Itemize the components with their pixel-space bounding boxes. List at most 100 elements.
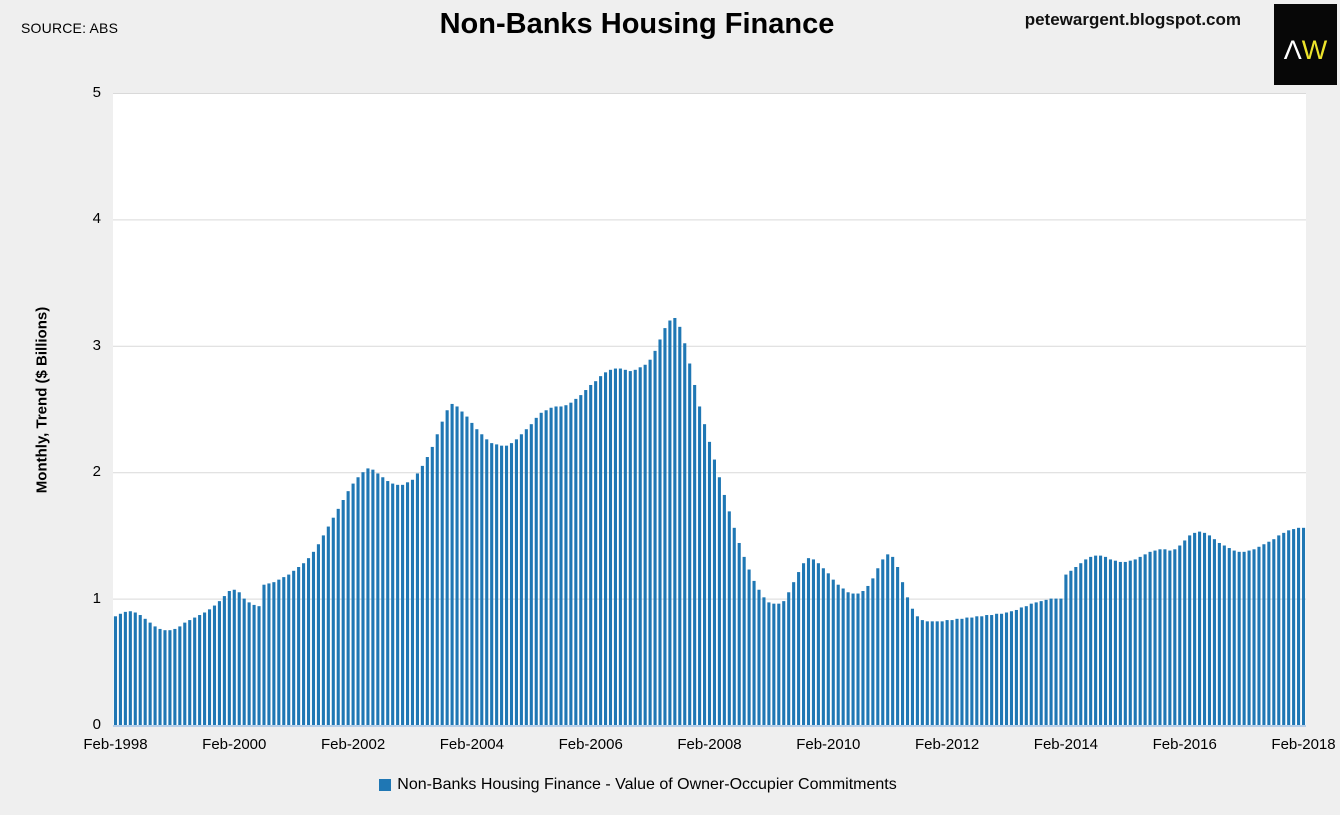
- bar: [1267, 541, 1271, 725]
- bar: [524, 429, 528, 725]
- bar: [881, 559, 885, 725]
- bar: [1029, 603, 1033, 725]
- bar: [920, 620, 924, 725]
- bar: [178, 626, 182, 725]
- bar: [311, 551, 316, 725]
- bar: [797, 572, 801, 725]
- bar: [1153, 550, 1157, 725]
- bar: [341, 500, 345, 725]
- bar: [1089, 556, 1093, 725]
- bar: [123, 611, 127, 725]
- bar: [1207, 535, 1212, 725]
- bar: [579, 395, 583, 725]
- bar: [1292, 529, 1296, 725]
- bar: [707, 441, 712, 725]
- bar: [1193, 532, 1197, 725]
- bar: [519, 434, 523, 725]
- bar: [1034, 602, 1038, 725]
- bar: [777, 603, 781, 725]
- bar: [420, 465, 424, 725]
- y-tick-label: 4: [92, 210, 101, 228]
- bar: [762, 597, 766, 725]
- bar: [1262, 544, 1266, 725]
- bar: [212, 605, 217, 725]
- x-tick-label: Feb-2000: [202, 736, 267, 753]
- bar: [163, 630, 167, 725]
- x-tick-label: Feb-2016: [1152, 736, 1217, 753]
- bar: [1217, 542, 1221, 725]
- bar: [846, 592, 850, 725]
- bar: [767, 602, 771, 725]
- bar: [940, 621, 944, 725]
- bar: [1044, 599, 1048, 725]
- bar: [945, 620, 949, 725]
- bar: [910, 608, 915, 725]
- bar: [594, 381, 598, 725]
- bar: [1168, 550, 1172, 725]
- bar: [698, 406, 702, 725]
- bar: [876, 568, 880, 725]
- x-tick-label: Feb-2010: [796, 736, 861, 753]
- bar: [435, 434, 439, 725]
- blog-url[interactable]: petewargent.blogspot.com: [1024, 10, 1241, 29]
- bar: [460, 411, 464, 725]
- bar: [470, 422, 474, 725]
- bar: [1004, 612, 1009, 725]
- bar: [1099, 555, 1103, 725]
- bar: [529, 424, 533, 725]
- bar: [173, 628, 177, 725]
- bar: [727, 511, 731, 725]
- bar: [1257, 546, 1261, 725]
- bar: [425, 457, 429, 725]
- bar: [415, 473, 419, 725]
- page-title: Non-Banks Housing Finance: [439, 8, 835, 40]
- bar: [1272, 539, 1276, 725]
- y-tick-label: 5: [92, 84, 101, 101]
- bar: [935, 621, 939, 725]
- bar: [514, 439, 518, 725]
- bar: [722, 494, 726, 725]
- bar: [1074, 567, 1078, 725]
- bar: [1113, 560, 1117, 725]
- bar: [821, 568, 825, 725]
- bar: [1282, 532, 1286, 725]
- x-tick-label: Feb-2002: [320, 736, 386, 753]
- x-tick-label: Feb-2008: [677, 736, 742, 753]
- bar: [574, 398, 578, 725]
- bar: [653, 350, 657, 725]
- bar: [965, 617, 969, 725]
- bar: [465, 416, 469, 725]
- bar: [915, 616, 919, 725]
- bar: [703, 424, 707, 725]
- bar: [534, 417, 538, 725]
- bar: [1118, 561, 1122, 725]
- bar: [346, 491, 350, 725]
- legend: Non-Banks Housing Finance - Value of Own…: [0, 776, 1276, 794]
- bar: [356, 477, 360, 725]
- bar: [495, 444, 499, 725]
- bar: [742, 556, 746, 725]
- bar: [866, 585, 870, 725]
- bar: [851, 593, 855, 725]
- bar: [158, 628, 162, 725]
- bar: [242, 598, 246, 725]
- bar: [203, 612, 207, 725]
- bar: [1212, 539, 1216, 725]
- bar: [262, 584, 266, 725]
- bar: [831, 579, 835, 725]
- y-tick-label: 1: [92, 589, 101, 607]
- bar: [381, 477, 385, 725]
- bar: [148, 622, 152, 725]
- legend-label: Non-Banks Housing Finance - Value of Own…: [397, 776, 897, 793]
- bar: [1108, 559, 1113, 725]
- bar: [841, 588, 845, 725]
- bar: [401, 484, 405, 725]
- bar: [925, 621, 929, 725]
- bar: [1054, 598, 1058, 725]
- bar: [143, 618, 147, 725]
- bar: [485, 439, 489, 725]
- bar: [302, 563, 306, 725]
- bars-series: [113, 317, 1306, 725]
- bar: [1128, 560, 1132, 725]
- bar: [475, 429, 479, 725]
